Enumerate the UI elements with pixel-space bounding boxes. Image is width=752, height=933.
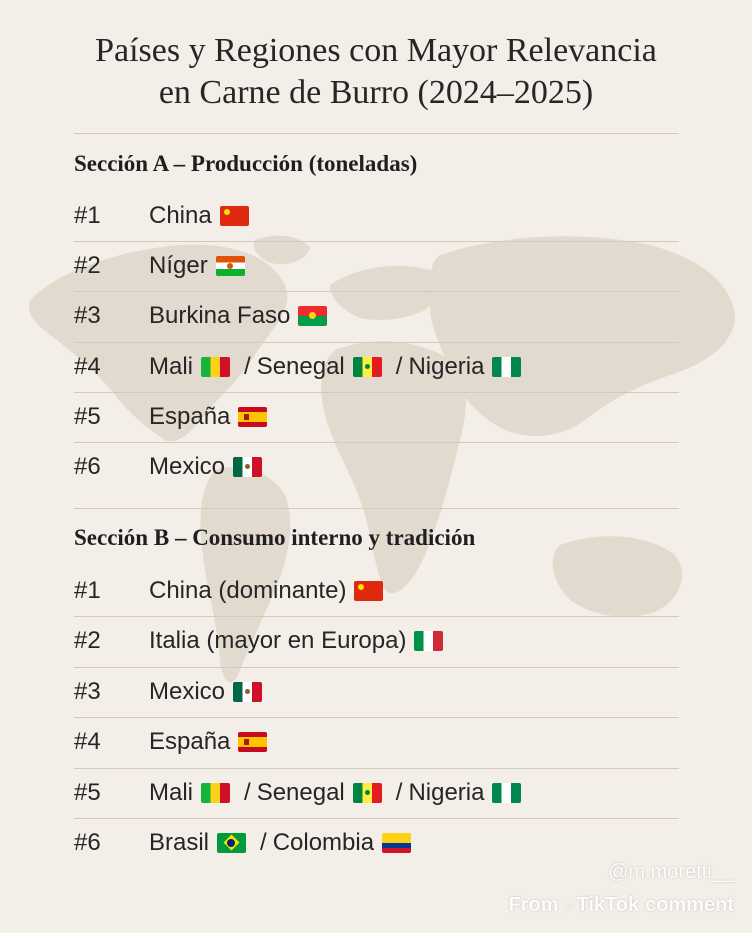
country-entries: China <box>149 202 255 230</box>
title-line-2: en Carne de Burro (2024–2025) <box>158 74 594 111</box>
rank-label: #6 <box>74 453 101 480</box>
flag-ng-icon <box>492 356 522 377</box>
country-name: Colombia <box>272 829 375 856</box>
watermark-platform: TikTok <box>576 894 640 916</box>
country-name: Senegal <box>256 352 345 380</box>
country-name: Burkina Faso <box>149 302 291 330</box>
country-name: Mexico <box>149 453 226 480</box>
row-divider <box>74 442 679 443</box>
flag-bf-icon <box>298 306 328 327</box>
flag-es-icon <box>238 406 268 427</box>
list-item: #2 Níger <box>74 241 679 291</box>
flag-cn-icon <box>354 581 384 601</box>
page-title: Países y Regiones con Mayor Relevancia e… <box>0 30 752 114</box>
country-entries: España <box>149 728 273 756</box>
watermark-from-label: From <box>508 894 559 916</box>
row-divider <box>74 767 679 769</box>
row-divider <box>74 241 679 243</box>
flag-mx-icon <box>233 681 263 702</box>
section-divider <box>74 508 679 509</box>
list-item: #5 España <box>74 392 679 442</box>
rank-label: #3 <box>74 302 101 330</box>
row-divider <box>74 616 679 618</box>
country-name: Nigeria <box>408 352 485 380</box>
country-name: Brasil <box>149 829 210 856</box>
country-name: China (dominante) <box>149 577 347 604</box>
flag-sn-icon <box>352 356 382 377</box>
tiktok-logo-icon: ♪ <box>564 895 574 915</box>
rank-label: #2 <box>74 627 101 655</box>
row-divider <box>74 818 679 819</box>
country-entries: Mexico <box>149 678 268 706</box>
separator: / <box>395 352 403 380</box>
country-name: España <box>149 402 231 430</box>
list-item: #1 China <box>74 191 679 241</box>
row-divider <box>74 666 679 668</box>
title-line-1: Países y Regiones con Mayor Relevancia <box>95 32 657 69</box>
flag-ne-icon <box>215 256 245 277</box>
flag-br-icon <box>217 833 247 853</box>
country-name: Níger <box>149 252 208 280</box>
country-entries: Italia (mayor en Europa) <box>149 627 449 655</box>
country-entries: Brasil / Colombia <box>149 829 417 857</box>
list-item: #3 Burkina Faso <box>74 291 679 341</box>
list-item: #2 Italia (mayor en Europa) <box>74 616 679 666</box>
rank-label: #5 <box>74 402 101 430</box>
list-item: #4 Mali / Senegal / Nigeria <box>74 342 679 392</box>
row-divider <box>74 291 679 293</box>
country-entries: Níger <box>149 252 251 280</box>
list-item: #4 España <box>74 717 679 767</box>
list-item: #6 Brasil / Colombia <box>74 818 679 868</box>
separator: / <box>395 778 403 806</box>
country-entries: China (dominante) <box>149 577 389 605</box>
flag-ml-icon <box>201 782 231 803</box>
flag-ng-icon <box>492 782 522 803</box>
list-item: #6 Mexico <box>74 442 679 492</box>
separator: / <box>244 352 251 380</box>
country-name: España <box>149 728 231 756</box>
watermark-username: @m.moretti__ <box>608 861 734 883</box>
rank-label: #3 <box>74 677 101 705</box>
country-name: Mali <box>149 778 194 806</box>
rank-label: #1 <box>74 577 101 604</box>
flag-es-icon <box>238 732 268 753</box>
flag-sn-icon <box>352 782 382 803</box>
flag-ml-icon <box>201 356 231 377</box>
row-divider <box>74 717 679 719</box>
country-name: Nigeria <box>408 778 485 806</box>
list-item: #5 Mali / Senegal / Nigeria <box>74 768 679 818</box>
flag-it-icon <box>414 631 444 652</box>
flag-mx-icon <box>233 457 263 477</box>
country-name: China <box>149 202 212 229</box>
watermark-source: From ♪ TikTok comment <box>508 894 734 917</box>
country-name: Mali <box>149 352 194 380</box>
flag-cn-icon <box>219 206 249 226</box>
country-name: Italia (mayor en Europa) <box>149 627 407 655</box>
rank-label: #5 <box>74 778 101 806</box>
rank-label: #2 <box>74 252 101 280</box>
country-name: Mexico <box>149 677 226 705</box>
separator: / <box>260 829 267 856</box>
section-b-heading: Sección B – Consumo interno y tradición <box>74 525 476 550</box>
country-entries: Mali / Senegal / Nigeria <box>149 353 527 381</box>
country-entries: España <box>149 403 273 431</box>
section-a-heading: Sección A – Producción (toneladas) <box>74 151 418 176</box>
rank-label: #1 <box>74 202 101 229</box>
rank-label: #6 <box>74 829 101 856</box>
rank-label: #4 <box>74 352 101 380</box>
divider <box>74 133 679 134</box>
list-item: #3 Mexico <box>74 667 679 717</box>
country-entries: Mexico <box>149 453 268 481</box>
country-entries: Burkina Faso <box>149 302 333 330</box>
list-item: #1 China (dominante) <box>74 566 679 616</box>
country-name: Senegal <box>256 778 345 806</box>
flag-co-icon <box>382 833 412 853</box>
row-divider <box>74 341 679 343</box>
watermark-suffix: comment <box>645 894 734 916</box>
country-entries: Mali / Senegal / Nigeria <box>149 779 527 807</box>
row-divider <box>74 391 679 393</box>
separator: / <box>244 778 251 806</box>
rank-label: #4 <box>74 728 101 756</box>
